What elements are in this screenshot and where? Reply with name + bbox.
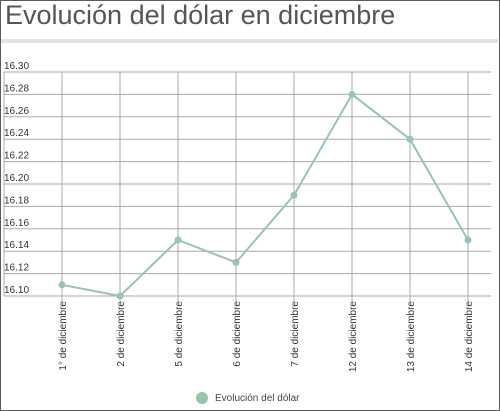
data-point[interactable] xyxy=(174,236,182,244)
y-tick-label: 16.14 xyxy=(4,240,29,251)
y-tick-label: 16.28 xyxy=(4,83,29,94)
y-tick-label: 16.26 xyxy=(4,106,29,117)
x-axis-ticks: 1° de diciembre 2 de diciembre 5 de diciem… xyxy=(58,301,475,373)
y-tick-label: 16.30 xyxy=(4,61,29,72)
x-tick-label: 5 de diciembre xyxy=(174,301,185,367)
y-tick-label: 16.20 xyxy=(4,173,29,184)
y-axis-ticks: 16.10 16.12 16.14 16.16 16.18 16.20 16.22 16.24… xyxy=(4,61,29,296)
data-point[interactable] xyxy=(290,191,298,199)
y-tick-label: 16.24 xyxy=(4,128,29,139)
x-tick-label: 2 de diciembre xyxy=(116,301,127,367)
legend-marker xyxy=(196,392,208,404)
chart-title: Evolución del dólar en diciembre xyxy=(5,0,396,30)
data-point[interactable] xyxy=(464,236,472,244)
y-tick-label: 16.12 xyxy=(4,263,29,274)
data-point[interactable] xyxy=(58,281,66,289)
data-point[interactable] xyxy=(232,258,240,266)
x-tick-label: 7 de diciembre xyxy=(290,301,301,367)
title-divider xyxy=(1,39,498,43)
x-tick-label: 14 de diciembre xyxy=(464,301,475,373)
data-point[interactable] xyxy=(406,135,414,143)
y-tick-label: 16.10 xyxy=(4,285,29,296)
y-tick-label: 16.22 xyxy=(4,151,29,162)
series-evolucion-del-dolar xyxy=(58,90,472,300)
y-tick-label: 16.18 xyxy=(4,195,29,206)
chart-grid xyxy=(3,71,491,301)
legend-label: Evolución del dólar xyxy=(215,392,300,404)
chart-legend[interactable]: Evolución del dólar xyxy=(196,390,300,406)
data-point[interactable] xyxy=(348,90,356,98)
series-line xyxy=(61,92,469,298)
x-tick-label: 12 de diciembre xyxy=(348,301,359,373)
x-tick-label: 6 de diciembre xyxy=(232,301,243,367)
y-tick-label: 16.16 xyxy=(4,218,29,229)
x-tick-label: 13 de diciembre xyxy=(406,301,417,373)
data-point[interactable] xyxy=(116,292,124,300)
x-tick-label: 1° de diciembre xyxy=(58,301,69,371)
